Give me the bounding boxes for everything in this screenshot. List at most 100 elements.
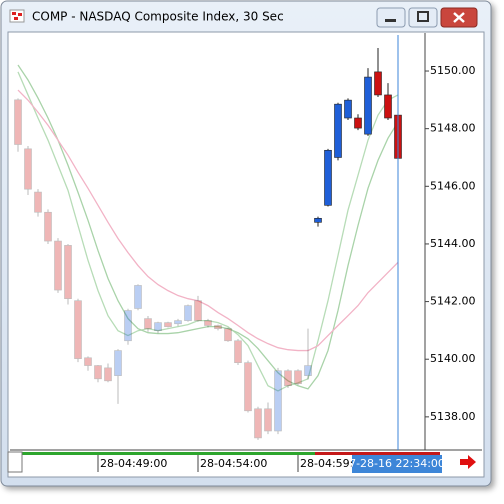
candle-body <box>254 408 262 439</box>
candle <box>384 83 392 121</box>
candle-body <box>104 367 112 382</box>
minimize-button[interactable] <box>376 7 406 28</box>
candle-body <box>274 370 282 432</box>
candle-body <box>184 305 192 321</box>
candle-body <box>44 211 52 242</box>
candle-body <box>364 76 372 135</box>
client-area <box>7 31 485 478</box>
candle-body <box>84 357 92 366</box>
candle-body <box>34 191 42 213</box>
scroll-box[interactable] <box>7 451 23 473</box>
candle-body <box>114 350 122 376</box>
y-tick-label: 5140.00 <box>430 352 476 365</box>
candle <box>304 328 312 380</box>
moving-average-line <box>17 71 399 392</box>
candle-body <box>314 217 322 223</box>
candle <box>344 98 352 121</box>
candle-body <box>64 245 72 299</box>
candle <box>284 369 292 389</box>
moving-average-line <box>17 64 399 390</box>
y-tick-label: 5148.00 <box>430 122 476 135</box>
candle <box>144 315 152 332</box>
candle-body <box>164 322 172 327</box>
candle <box>314 216 322 227</box>
moving-average-line <box>17 89 399 352</box>
candle-body <box>244 362 252 412</box>
candle-body <box>354 117 362 129</box>
candle-body <box>144 318 152 329</box>
candle <box>334 102 342 161</box>
candle <box>264 402 272 435</box>
window-title: COMP - NASDAQ Composite Index, 30 Sec <box>32 10 284 24</box>
candle-body <box>224 328 232 342</box>
candle <box>134 284 142 311</box>
candle <box>354 114 362 131</box>
candle-body <box>294 370 302 385</box>
candle <box>184 304 192 322</box>
candle-body <box>284 370 292 387</box>
candle-body <box>334 103 342 158</box>
candle-body <box>214 325 222 329</box>
candle-body <box>24 148 32 190</box>
y-tick-label: 5150.00 <box>430 64 476 77</box>
candle <box>174 318 182 327</box>
candle-body <box>134 285 142 309</box>
candle <box>114 349 122 404</box>
close-button[interactable] <box>440 7 478 28</box>
x-tick-label: 28-04:49:00 <box>100 457 167 470</box>
session-bar-red <box>315 452 440 455</box>
candle <box>274 367 282 435</box>
candle-body <box>154 322 162 331</box>
candle <box>164 321 172 328</box>
x-tick-label: 28-04:59:00 <box>300 457 367 470</box>
candle <box>254 406 262 440</box>
x-tick-label: 28-04:54:00 <box>200 457 267 470</box>
candle-body <box>14 99 22 145</box>
candle <box>94 364 102 383</box>
candle <box>34 189 42 217</box>
candle-body <box>94 365 102 380</box>
candle <box>64 243 72 305</box>
candle-body <box>194 300 202 321</box>
app-icon <box>9 9 25 23</box>
candle-body <box>74 300 82 359</box>
candle <box>214 324 222 331</box>
crosshair-label-box <box>352 455 442 473</box>
candle <box>194 295 202 322</box>
candle-body <box>204 320 212 326</box>
y-tick-label: 5142.00 <box>430 295 476 308</box>
crosshair-label: 7-28-16 22:34:00 <box>349 457 445 470</box>
y-tick-label: 5138.00 <box>430 410 476 423</box>
candle-body <box>234 340 242 363</box>
candle <box>54 238 62 293</box>
candle <box>204 318 212 328</box>
candle <box>244 360 252 413</box>
candle <box>84 356 92 371</box>
candle-body <box>344 99 352 119</box>
candle <box>364 68 372 136</box>
candle <box>24 145 32 195</box>
candle-body <box>374 71 382 96</box>
candle <box>14 98 22 152</box>
session-bar-green <box>22 452 315 455</box>
candle <box>324 148 332 207</box>
y-tick-label: 5144.00 <box>430 237 476 250</box>
candle <box>154 321 162 334</box>
candle-body <box>384 94 392 119</box>
scroll-right-arrow[interactable] <box>460 455 476 469</box>
candle <box>44 209 52 244</box>
candle <box>224 327 232 342</box>
candle-body <box>264 408 272 432</box>
candle <box>374 47 382 97</box>
candle-body <box>54 240 62 291</box>
candle <box>104 363 112 383</box>
candle-body <box>304 365 312 376</box>
candle <box>294 369 302 386</box>
candle <box>234 339 242 365</box>
candle <box>124 308 132 345</box>
maximize-button[interactable] <box>408 7 438 28</box>
candle-body <box>324 149 332 206</box>
candle <box>74 298 82 363</box>
y-tick-label: 5146.00 <box>430 179 476 192</box>
